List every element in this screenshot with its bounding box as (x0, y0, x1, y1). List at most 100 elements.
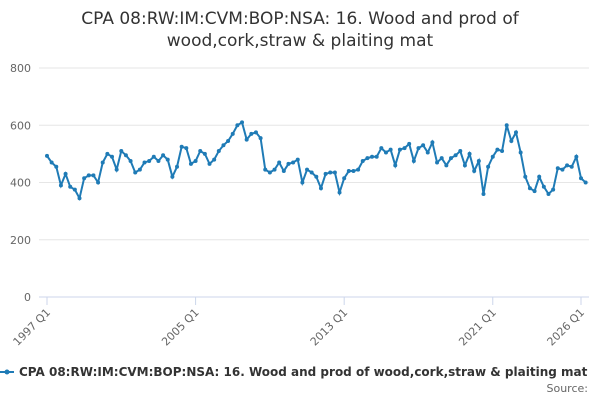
point (328, 170, 333, 175)
point (49, 160, 54, 165)
y-tick-label: 200 (10, 234, 31, 247)
point (458, 149, 463, 154)
point (77, 196, 82, 201)
point (244, 137, 249, 142)
point (281, 169, 286, 174)
point (351, 169, 356, 174)
point (504, 123, 509, 128)
point (346, 169, 351, 174)
x-tick-label: 2021 Q1 (456, 306, 499, 349)
point (161, 153, 166, 158)
point (230, 131, 235, 136)
point (555, 166, 560, 171)
point (383, 150, 388, 155)
point (184, 146, 189, 151)
point (332, 170, 337, 175)
point (96, 180, 101, 185)
point (54, 164, 59, 169)
point (226, 138, 231, 143)
point (277, 160, 282, 165)
point (509, 138, 514, 143)
point (263, 167, 268, 172)
point (365, 156, 370, 161)
point (119, 149, 124, 154)
point (500, 149, 505, 154)
point (546, 191, 551, 196)
y-tick-label: 400 (10, 177, 31, 190)
point (569, 164, 574, 169)
y-tick-label: 600 (10, 119, 31, 132)
point (58, 183, 63, 188)
point (532, 189, 537, 194)
point (291, 160, 296, 165)
point (207, 161, 212, 166)
x-tick-label: 2005 Q1 (159, 306, 202, 349)
legend-marker (4, 369, 10, 375)
point (68, 184, 73, 189)
point (128, 159, 133, 164)
point (235, 123, 240, 128)
x-tick-label: 2013 Q1 (308, 306, 351, 349)
point (82, 176, 87, 181)
point (579, 176, 583, 181)
point (267, 170, 272, 175)
point (309, 170, 314, 175)
line (46, 120, 587, 202)
point (175, 164, 180, 169)
point (240, 120, 245, 125)
point (133, 170, 138, 175)
point (360, 159, 365, 164)
point (123, 153, 128, 158)
point (179, 144, 184, 149)
point (481, 191, 486, 196)
point (72, 187, 77, 192)
point (476, 159, 481, 164)
point (318, 186, 323, 191)
point (314, 174, 319, 179)
point (147, 159, 152, 164)
point (45, 153, 49, 158)
point (212, 157, 217, 162)
point (305, 167, 310, 172)
point (188, 161, 193, 166)
point (202, 151, 207, 156)
point (388, 147, 393, 152)
point (430, 140, 435, 145)
x-tick-label: 1997 Q1 (11, 306, 54, 349)
point (193, 159, 198, 164)
point (462, 163, 467, 168)
point (110, 154, 115, 159)
point (286, 161, 291, 166)
point (249, 131, 254, 136)
point (518, 150, 523, 155)
credit: Source: (547, 382, 589, 395)
point (453, 153, 458, 158)
point (374, 154, 379, 159)
point (156, 159, 161, 164)
point (216, 149, 221, 154)
point (444, 163, 449, 168)
y-tick-label: 800 (10, 62, 31, 75)
point (439, 156, 444, 161)
point (300, 180, 305, 185)
point (397, 147, 402, 152)
point (407, 141, 412, 146)
point (472, 169, 477, 174)
point (583, 180, 588, 185)
point (198, 149, 203, 154)
point (114, 167, 119, 172)
point (323, 171, 328, 176)
point (523, 174, 528, 179)
point (393, 163, 398, 168)
point (342, 176, 347, 181)
point (421, 143, 426, 148)
point (253, 130, 258, 135)
point (86, 173, 91, 178)
point (495, 147, 500, 152)
point (402, 146, 407, 151)
point (165, 157, 170, 162)
point (142, 160, 147, 165)
point (513, 130, 518, 135)
point (560, 167, 565, 172)
